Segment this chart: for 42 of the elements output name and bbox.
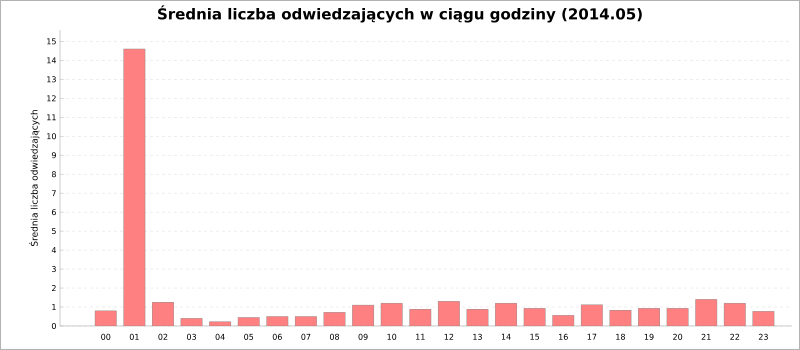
y-tick-label: 8 — [52, 171, 56, 178]
x-tick-label: 03 — [186, 334, 196, 340]
x-tick-label: 17 — [588, 334, 596, 340]
x-tick-label: 05 — [244, 334, 254, 340]
y-tick-label: 10 — [47, 133, 56, 140]
y-tick-label: 15 — [47, 38, 56, 44]
x-tick-label: 11 — [416, 334, 425, 340]
y-tick-label: 14 — [47, 57, 56, 64]
x-tick-label: 23 — [758, 334, 768, 340]
y-tick-label: 4 — [52, 247, 56, 254]
x-tick-label: 16 — [559, 334, 568, 340]
y-tick-label: 7 — [52, 190, 56, 196]
x-tick-label: 15 — [530, 334, 540, 340]
x-tick-label: 04 — [216, 334, 225, 340]
x-tick-label: 06 — [272, 334, 282, 340]
y-tick-label: 5 — [52, 228, 56, 234]
chart-title: Średnia liczba odwiedzających w ciągu godziny (2014.05) — [158, 5, 642, 23]
y-tick-label: 1 — [52, 304, 56, 310]
y-tick-label: 11 — [47, 114, 56, 120]
x-tick-label: 09 — [358, 334, 368, 340]
x-tick-label: 21 — [702, 334, 711, 340]
x-tick-label: 13 — [473, 334, 482, 340]
x-tick-label: 14 — [502, 334, 511, 340]
y-axis-title: Średnia liczba odwiedzających — [29, 110, 40, 246]
x-tick-label: 19 — [644, 334, 654, 340]
y-tick-label: 2 — [52, 285, 56, 292]
y-tick-label: 6 — [52, 209, 56, 216]
y-tick-label: 12 — [47, 95, 56, 102]
x-tick-label: 00 — [101, 334, 110, 340]
y-tick-label: 13 — [47, 76, 56, 82]
x-tick-label: 01 — [130, 334, 139, 340]
x-tick-label: 22 — [730, 334, 740, 340]
x-tick-label: 18 — [616, 334, 625, 340]
y-tick-label: 3 — [52, 266, 56, 272]
x-tick-label: 10 — [387, 334, 396, 340]
y-tick-label: 9 — [52, 152, 56, 158]
x-tick-label: 07 — [301, 334, 310, 340]
x-tick-label: 08 — [330, 334, 340, 340]
x-tick-label: 02 — [158, 334, 168, 340]
x-tick-label: 12 — [444, 334, 454, 340]
x-tick-label: 20 — [673, 334, 682, 340]
y-tick-label: 0 — [52, 322, 56, 330]
